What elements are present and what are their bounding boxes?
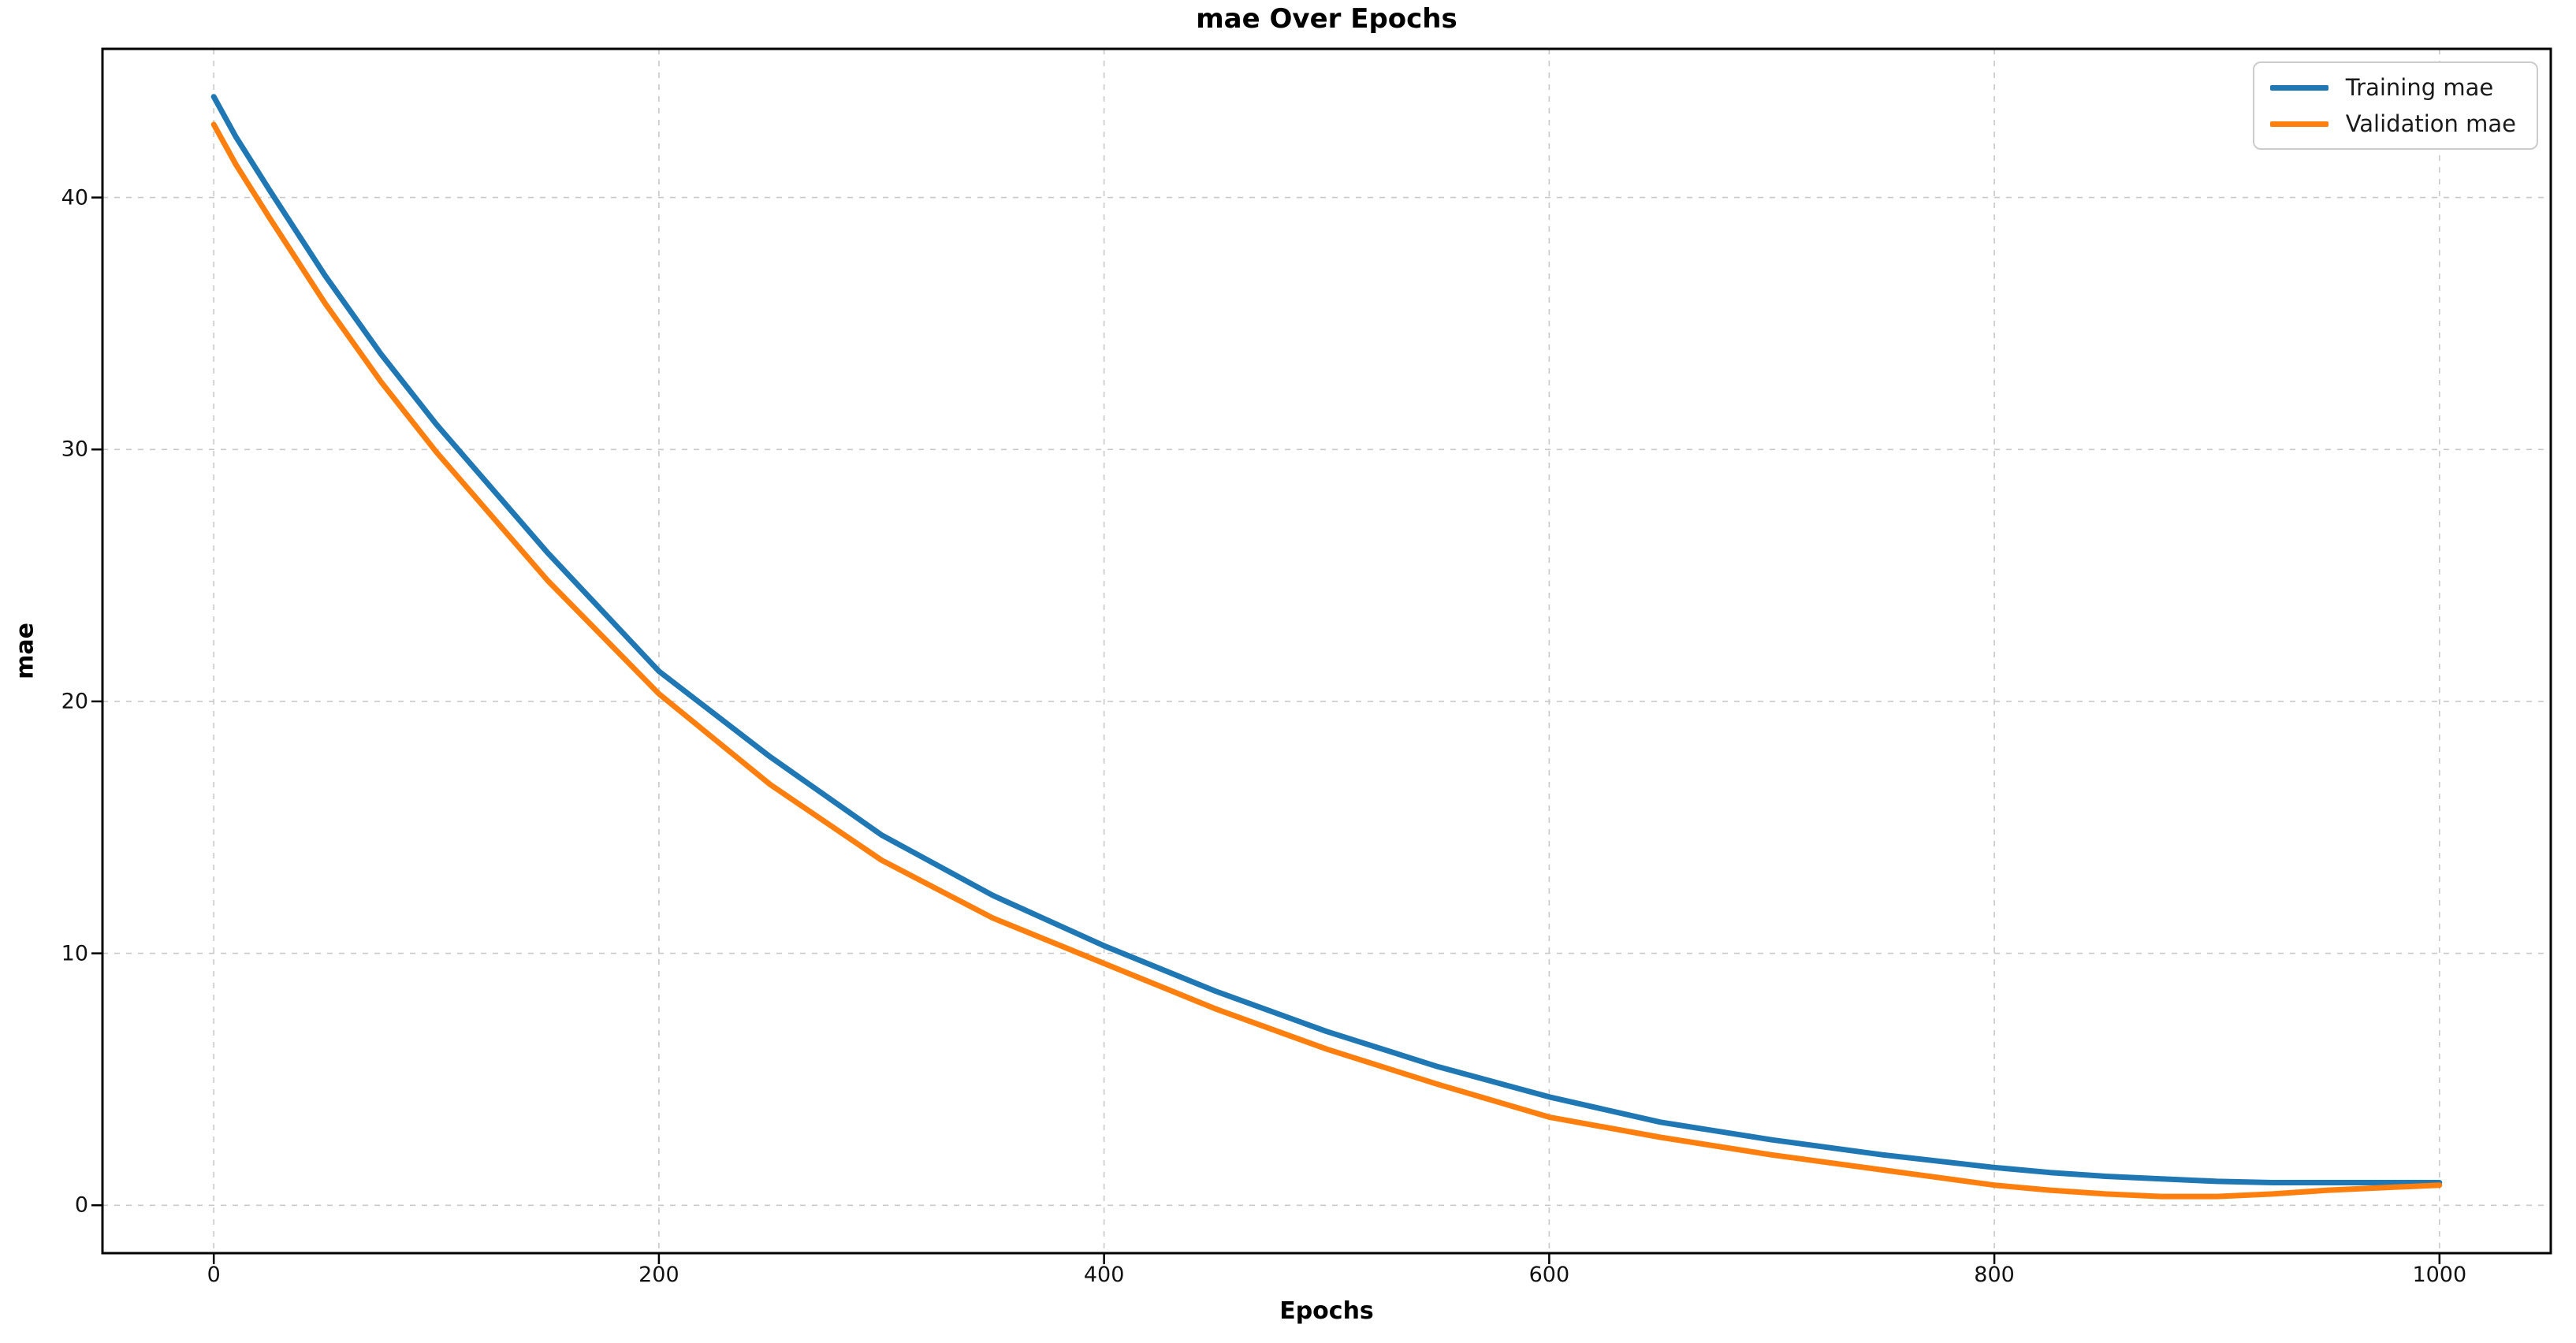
chart-title: mae Over Epochs xyxy=(1196,3,1457,35)
series-line-validation xyxy=(210,121,2443,1200)
x-tick-label: 400 xyxy=(1083,1263,1125,1287)
y-tick-label: 20 xyxy=(61,689,88,714)
legend-item-validation: Validation mae xyxy=(2269,110,2516,137)
y-tick-label: 40 xyxy=(61,185,88,210)
legend: Training mae Validation mae xyxy=(2252,61,2538,150)
x-tick-label: 200 xyxy=(638,1263,679,1287)
x-tick-label: 600 xyxy=(1528,1263,1570,1287)
plot-area: Training mae Validation mae xyxy=(91,47,2552,1264)
plot-frame xyxy=(101,47,2552,1255)
validation-line-swatch xyxy=(2269,121,2328,127)
y-tick-label: 0 xyxy=(74,1192,88,1218)
series-line-training xyxy=(210,94,2443,1185)
y-tick-label: 30 xyxy=(61,437,88,462)
training-line-swatch xyxy=(2269,84,2328,91)
legend-label-validation: Validation mae xyxy=(2345,110,2516,137)
x-tick-label: 800 xyxy=(1974,1263,2015,1287)
legend-item-training: Training mae xyxy=(2269,74,2516,101)
legend-label-training: Training mae xyxy=(2345,74,2494,101)
y-axis-label: mae xyxy=(11,623,39,679)
x-tick-label: 1000 xyxy=(2412,1263,2467,1287)
plot-canvas xyxy=(91,47,2552,1264)
x-axis-label: Epochs xyxy=(1279,1297,1374,1325)
x-tick-label: 0 xyxy=(207,1263,221,1287)
y-tick-label: 10 xyxy=(61,941,88,966)
